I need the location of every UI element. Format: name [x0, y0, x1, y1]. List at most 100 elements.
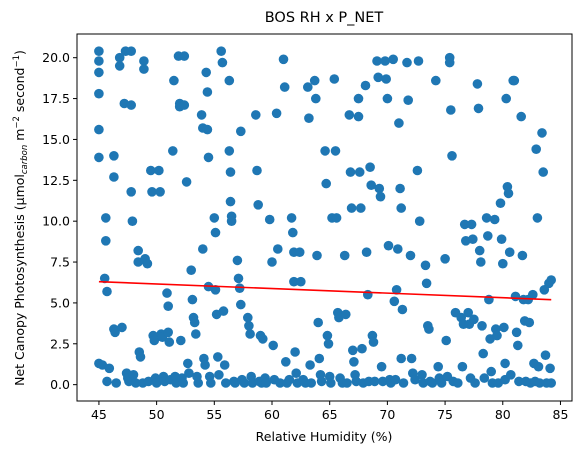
data-point — [245, 329, 255, 339]
data-point — [366, 180, 377, 190]
data-point — [102, 376, 112, 387]
data-point — [389, 296, 400, 307]
data-point — [524, 317, 535, 328]
data-point — [202, 124, 213, 135]
data-point — [531, 144, 541, 154]
data-point — [405, 250, 416, 261]
data-point — [163, 301, 173, 312]
data-point — [433, 361, 444, 372]
data-point — [290, 347, 300, 357]
data-point — [506, 370, 516, 380]
data-point — [469, 314, 479, 325]
data-point — [126, 187, 136, 197]
y-tick-label: 7.5 — [50, 255, 70, 270]
data-point — [486, 366, 497, 377]
data-point — [546, 275, 556, 285]
data-point — [313, 317, 324, 328]
data-point — [267, 257, 277, 267]
y-tick-label: 15.0 — [42, 132, 70, 147]
data-point — [189, 317, 200, 328]
data-point — [314, 353, 325, 364]
data-point — [444, 57, 455, 68]
data-point — [251, 110, 261, 120]
data-point — [154, 165, 164, 176]
data-point — [436, 378, 447, 388]
data-point — [468, 234, 478, 244]
data-point — [476, 257, 486, 267]
data-point — [155, 187, 165, 197]
y-tick-label: 0.0 — [50, 377, 70, 392]
data-point — [516, 111, 526, 122]
y-axis-label: Net Canopy Photosynthesis (μmolcarbon m−… — [12, 50, 30, 386]
data-point — [219, 360, 230, 370]
data-point — [353, 111, 364, 122]
data-point — [183, 358, 193, 369]
data-point — [466, 219, 477, 230]
data-point — [191, 329, 201, 339]
data-point — [374, 183, 385, 194]
data-point — [546, 378, 556, 388]
data-point — [396, 353, 407, 364]
data-point — [446, 105, 456, 115]
data-point — [109, 151, 119, 161]
data-point — [139, 64, 149, 74]
data-point — [126, 46, 136, 56]
data-point — [284, 374, 295, 385]
data-point — [289, 276, 299, 287]
data-point — [397, 304, 408, 315]
data-point — [244, 321, 254, 331]
data-point — [203, 152, 214, 163]
y-tick-label: 20.0 — [42, 50, 70, 65]
data-point — [365, 162, 375, 172]
data-point — [477, 321, 487, 331]
data-point — [306, 378, 317, 388]
data-point — [179, 100, 190, 110]
data-point — [178, 378, 188, 388]
data-point — [421, 278, 432, 289]
data-point — [503, 188, 514, 199]
data-point — [528, 289, 538, 300]
data-point — [331, 213, 342, 223]
data-point — [225, 167, 236, 177]
data-point — [233, 273, 244, 284]
data-point — [163, 327, 173, 338]
x-tick-label: 85 — [553, 407, 569, 422]
data-point — [176, 335, 186, 346]
data-point — [545, 363, 555, 374]
data-point — [381, 74, 392, 84]
data-point — [316, 376, 327, 387]
data-point — [537, 128, 547, 138]
data-point — [94, 56, 104, 66]
data-point — [131, 378, 141, 388]
data-point — [540, 350, 551, 361]
data-point — [501, 93, 512, 104]
data-point — [489, 214, 500, 225]
data-point — [147, 187, 157, 197]
data-point — [210, 227, 221, 238]
data-point — [391, 285, 402, 295]
x-axis-label: Relative Humidity (%) — [256, 429, 393, 444]
x-tick-label: 75 — [437, 407, 453, 422]
data-point — [186, 265, 196, 276]
data-point — [303, 82, 313, 92]
data-point — [380, 56, 390, 66]
data-point — [110, 327, 120, 338]
data-point — [114, 61, 125, 71]
data-point — [275, 378, 285, 388]
data-point — [236, 126, 246, 137]
data-point — [169, 75, 179, 86]
data-point — [187, 294, 198, 305]
data-point — [104, 363, 115, 374]
data-point — [500, 358, 510, 369]
data-point — [281, 357, 291, 367]
data-point — [221, 378, 231, 388]
data-point — [322, 330, 333, 341]
data-point — [312, 250, 322, 261]
data-point — [474, 245, 485, 256]
y-label-prefix: Net Canopy Photosynthesis (μmol — [12, 174, 27, 386]
data-point — [330, 146, 341, 156]
data-point — [375, 191, 386, 202]
data-point — [271, 108, 282, 119]
y-label-carbon: carbon — [20, 145, 30, 174]
data-point — [200, 360, 210, 370]
